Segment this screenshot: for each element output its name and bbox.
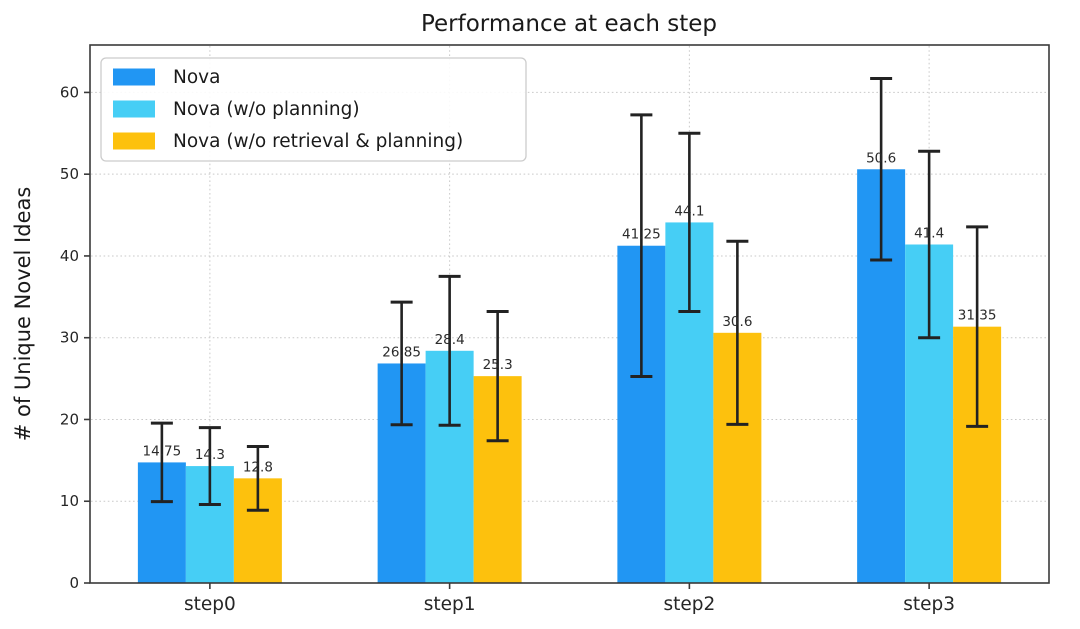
y-tick-label-10: 10 [60, 492, 79, 510]
bar-value-label-step0-series1: 14.3 [195, 447, 225, 463]
legend-label-series2: Nova (w/o retrieval & planning) [173, 131, 463, 152]
y-tick-label-20: 20 [60, 410, 79, 428]
bar-value-label-step2-series1: 44.1 [674, 203, 704, 219]
legend-label-series0: Nova [173, 67, 220, 88]
x-tick-label-step3: step3 [903, 594, 955, 615]
legend-swatch-series0 [113, 68, 155, 86]
bar-value-label-step3-series2: 31.35 [958, 308, 997, 324]
bar-value-label-step1-series2: 25.3 [483, 357, 513, 373]
chart-title: Performance at each step [421, 11, 717, 37]
plot-border [89, 44, 1050, 584]
y-tick-label-50: 50 [60, 165, 79, 183]
bars-layer: 14.75 14.3 12.8 26.85 28.4 25.3 41.25 44.1 30.6 5… [137, 77, 1002, 583]
x-tick-label-step1: step1 [424, 594, 476, 615]
legend-swatch-series2 [113, 132, 155, 150]
bar-value-label-step1-series1: 28.4 [435, 332, 465, 348]
bar-value-label-step2-series2: 30.6 [722, 314, 752, 330]
bar-value-label-step2-series0: 41.25 [622, 227, 661, 243]
y-tick-label-30: 30 [60, 329, 79, 347]
axes-layer: 0 10 20 30 40 50 60 step0 step1 step2 step3 [60, 44, 1050, 615]
legend-swatch-series1 [113, 100, 155, 118]
bar-value-label-step3-series0: 50.6 [866, 150, 896, 166]
y-axis-label: # of Unique Novel Ideas [11, 187, 35, 442]
legend-label-series1: Nova (w/o planning) [173, 99, 360, 120]
y-tick-label-0: 0 [69, 574, 79, 592]
legend-box [100, 57, 527, 162]
bar-value-label-step0-series2: 12.8 [243, 459, 273, 475]
x-tick-label-step2: step2 [663, 594, 715, 615]
bar-value-label-step0-series0: 14.75 [143, 443, 182, 459]
bar-value-label-step3-series1: 41.4 [914, 226, 944, 242]
legend: Nova Nova (w/o planning) Nova (w/o retriev… [100, 57, 527, 162]
y-tick-label-40: 40 [60, 247, 79, 265]
y-tick-label-60: 60 [60, 83, 79, 101]
x-tick-label-step0: step0 [184, 594, 236, 615]
bar-value-label-step1-series0: 26.85 [382, 344, 421, 360]
